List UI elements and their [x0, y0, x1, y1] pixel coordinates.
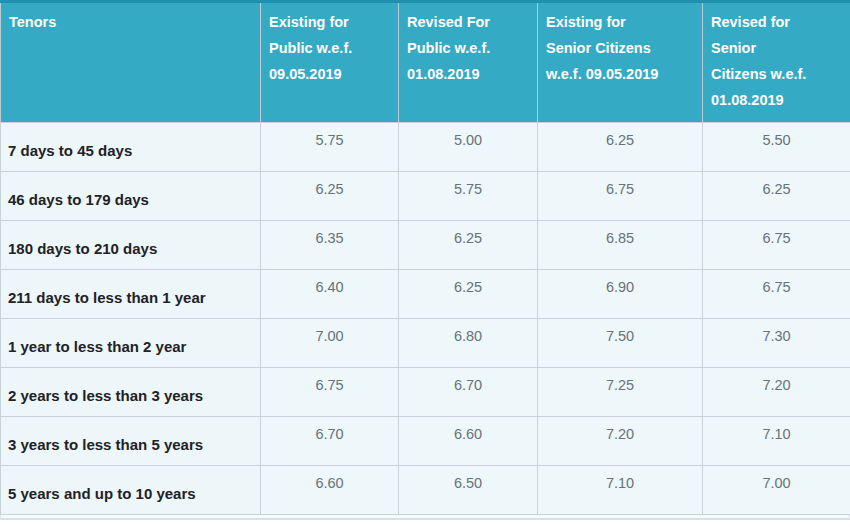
table-row: 5 years and up to 10 years 6.60 6.50 7.1… — [1, 466, 850, 515]
rate-cell: 6.25 — [538, 123, 703, 172]
rate-cell: 6.75 — [703, 270, 850, 319]
tenor-cell: 46 days to 179 days — [1, 172, 261, 221]
rate-cell: 5.75 — [261, 123, 399, 172]
rate-cell: 6.75 — [538, 172, 703, 221]
tenor-cell: 1 year to less than 2 year — [1, 319, 261, 368]
column-header-revised-senior: Revised for Senior Citizens w.e.f. 01.08… — [703, 2, 850, 123]
rate-cell: 7.00 — [703, 466, 850, 515]
column-header-revised-public: Revised For Public w.e.f. 01.08.2019 — [399, 2, 538, 123]
column-header-existing-senior: Existing for Senior Citizens w.e.f. 09.0… — [538, 2, 703, 123]
rate-cell: 6.25 — [399, 270, 538, 319]
rate-cell: 6.40 — [261, 270, 399, 319]
rate-cell: 7.00 — [261, 319, 399, 368]
rate-cell: 6.50 — [399, 466, 538, 515]
table-row: 1 year to less than 2 year 7.00 6.80 7.5… — [1, 319, 850, 368]
rate-cell: 5.50 — [703, 123, 850, 172]
table-row: 46 days to 179 days 6.25 5.75 6.75 6.25 — [1, 172, 850, 221]
rate-cell: 7.50 — [538, 319, 703, 368]
table-row: 7 days to 45 days 5.75 5.00 6.25 5.50 — [1, 123, 850, 172]
column-header-existing-public: Existing for Public w.e.f. 09.05.2019 — [261, 2, 399, 123]
tenor-cell: 3 years to less than 5 years — [1, 417, 261, 466]
column-header-tenors: Tenors — [1, 2, 261, 123]
rate-cell: 7.20 — [538, 417, 703, 466]
table-header: Tenors Existing for Public w.e.f. 09.05.… — [1, 2, 850, 123]
rate-cell: 7.10 — [538, 466, 703, 515]
page: Tenors Existing for Public w.e.f. 09.05.… — [0, 0, 850, 527]
rate-cell: 7.30 — [703, 319, 850, 368]
rate-cell: 7.10 — [703, 417, 850, 466]
rate-cell: 6.80 — [399, 319, 538, 368]
rate-cell: 5.00 — [399, 123, 538, 172]
rate-cell: 6.35 — [261, 221, 399, 270]
tenor-cell: 2 years to less than 3 years — [1, 368, 261, 417]
tenor-cell: 7 days to 45 days — [1, 123, 261, 172]
rate-cell: 6.75 — [261, 368, 399, 417]
rate-cell: 5.75 — [399, 172, 538, 221]
rate-cell: 6.60 — [399, 417, 538, 466]
tenor-cell: 211 days to less than 1 year — [1, 270, 261, 319]
rate-cell: 6.25 — [703, 172, 850, 221]
table-row: 211 days to less than 1 year 6.40 6.25 6… — [1, 270, 850, 319]
rate-cell: 6.25 — [261, 172, 399, 221]
header-row: Tenors Existing for Public w.e.f. 09.05.… — [1, 2, 850, 123]
table-bottom-shadow — [0, 515, 850, 520]
tenor-cell: 180 days to 210 days — [1, 221, 261, 270]
rate-cell: 6.85 — [538, 221, 703, 270]
table-body: 7 days to 45 days 5.75 5.00 6.25 5.50 46… — [1, 123, 850, 515]
rate-cell: 6.70 — [399, 368, 538, 417]
rate-cell: 7.20 — [703, 368, 850, 417]
rate-cell: 6.90 — [538, 270, 703, 319]
table-row: 3 years to less than 5 years 6.70 6.60 7… — [1, 417, 850, 466]
interest-rates-table: Tenors Existing for Public w.e.f. 09.05.… — [0, 0, 850, 515]
rate-cell: 6.75 — [703, 221, 850, 270]
rate-cell: 7.25 — [538, 368, 703, 417]
table-row: 180 days to 210 days 6.35 6.25 6.85 6.75 — [1, 221, 850, 270]
rate-cell: 6.25 — [399, 221, 538, 270]
rate-cell: 6.70 — [261, 417, 399, 466]
table-row: 2 years to less than 3 years 6.75 6.70 7… — [1, 368, 850, 417]
tenor-cell: 5 years and up to 10 years — [1, 466, 261, 515]
rate-cell: 6.60 — [261, 466, 399, 515]
